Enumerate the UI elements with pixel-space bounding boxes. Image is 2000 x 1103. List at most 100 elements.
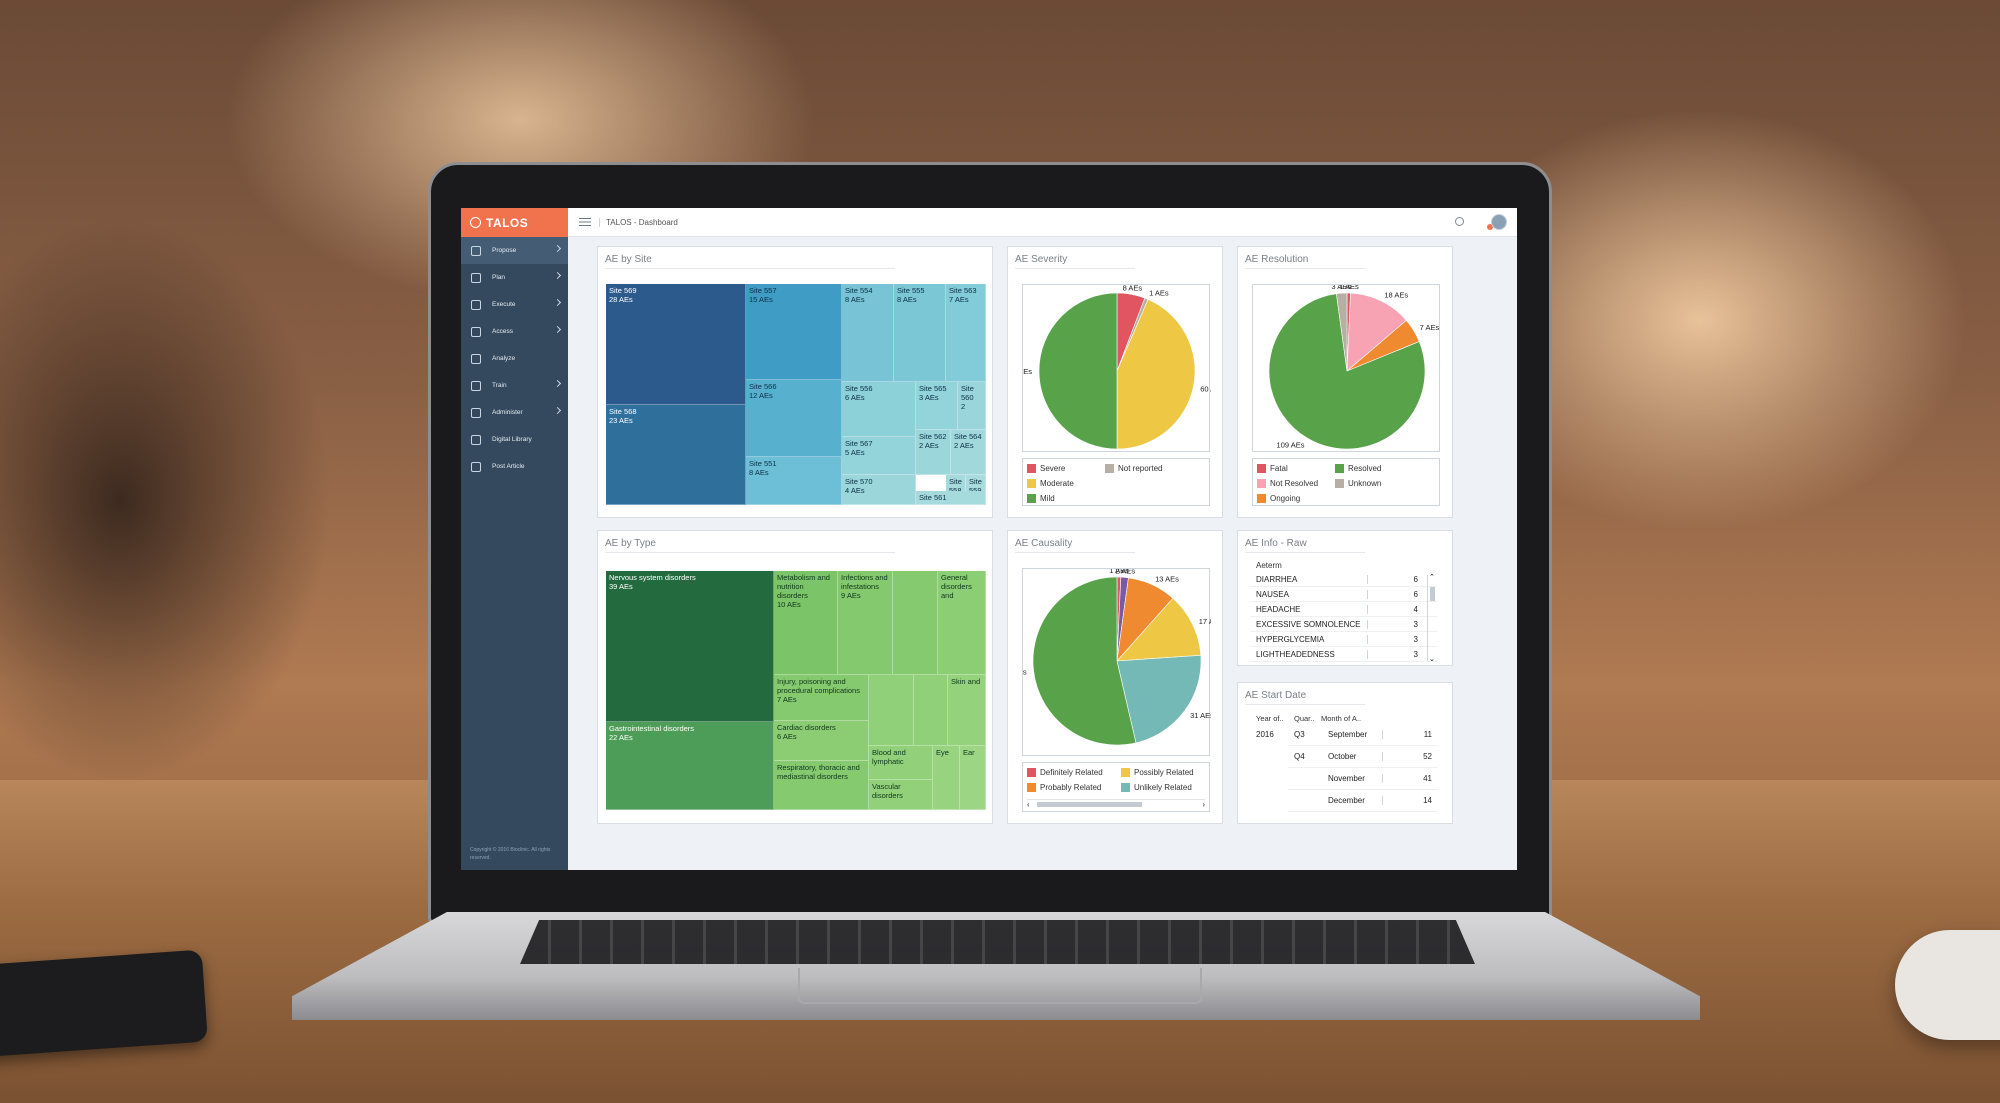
- sidebar-item-digital-library[interactable]: Digital Library: [461, 426, 568, 453]
- start-header-year: Year of..: [1256, 714, 1284, 723]
- scroll-left-icon[interactable]: ‹: [1027, 800, 1030, 809]
- treemap-cell[interactable]: Site 564 2 AEs: [951, 430, 986, 475]
- table-row[interactable]: LIGHTHEADEDNESS 3: [1250, 647, 1437, 662]
- treemap-cell[interactable]: Respiratory, thoracic and mediastinal di…: [774, 761, 869, 810]
- legend-item: Moderate: [1027, 479, 1074, 488]
- sidebar-item-execute[interactable]: Execute: [461, 291, 568, 318]
- treemap-cell[interactable]: Gastrointestinal disorders 22 AEs: [606, 722, 774, 810]
- pie-slice[interactable]: [1268, 293, 1426, 450]
- card-ae-by-type: AE by Type Nervous system disorders 39 AE…: [597, 530, 993, 824]
- user-avatar[interactable]: [1491, 214, 1507, 230]
- treemap-cell[interactable]: Site 568 23 AEs: [606, 405, 746, 505]
- treemap-cell[interactable]: Nervous system disorders 39 AEs: [606, 571, 774, 722]
- pie-slice[interactable]: [1032, 576, 1137, 746]
- treemap-cell[interactable]: Site 551 8 AEs: [746, 457, 842, 505]
- sidebar-item-label: Access: [492, 328, 513, 335]
- treemap-cell[interactable]: Site 560 2: [958, 382, 986, 430]
- treemap-value: 6 AEs: [777, 732, 797, 741]
- sidebar-item-plan[interactable]: Plan: [461, 264, 568, 291]
- legend-label: Ongoing: [1270, 494, 1301, 503]
- card-title: AE Start Date: [1245, 690, 1307, 701]
- pie-slice[interactable]: [1116, 299, 1196, 450]
- treemap-cell[interactable]: Blood and lymphatic: [869, 746, 933, 780]
- sidebar-item-access[interactable]: Access: [461, 318, 568, 345]
- treemap-cell[interactable]: Site 556 6 AEs: [842, 382, 916, 437]
- treemap-cell[interactable]: Cardiac disorders 6 AEs: [774, 721, 869, 761]
- sidebar: TALOS Propose Plan Execute Access Analyze Tra…: [461, 208, 568, 870]
- raw-scrollbar[interactable]: ⌃ ⌄: [1427, 574, 1436, 663]
- treemap-cell[interactable]: Site 567 5 AEs: [842, 437, 916, 475]
- legend-item: Fatal: [1257, 464, 1288, 473]
- treemap-cell[interactable]: Eye: [933, 746, 960, 810]
- pie-data-label: 1 AEs: [1109, 569, 1129, 575]
- legend-item: Definitely Related: [1027, 768, 1103, 777]
- divider: [1245, 552, 1365, 553]
- treemap-cell[interactable]: Site 569 28 AEs: [606, 284, 746, 405]
- scroll-thumb[interactable]: [1430, 587, 1435, 601]
- sidebar-item-propose[interactable]: Propose: [461, 237, 568, 264]
- flask-icon: [471, 353, 481, 364]
- table-row[interactable]: HYPERGLYCEMIA 3: [1250, 632, 1437, 647]
- treemap-cell[interactable]: Ear: [960, 746, 986, 810]
- table-row[interactable]: November 41: [1288, 768, 1438, 790]
- scroll-right-icon[interactable]: ›: [1202, 800, 1205, 809]
- treemap-cell[interactable]: Skin and: [948, 675, 986, 746]
- table-row[interactable]: HEADACHE 4: [1250, 602, 1437, 617]
- table-row[interactable]: December 14: [1288, 790, 1438, 812]
- pie-slice[interactable]: [1336, 292, 1348, 372]
- treemap-cell[interactable]: Site 561: [916, 491, 986, 505]
- treemap-cell[interactable]: Site 570 4 AEs: [842, 475, 916, 505]
- treemap-value: 8 AEs: [897, 295, 917, 304]
- treemap-cell[interactable]: Site 566 12 AEs: [746, 380, 842, 457]
- treemap-cell[interactable]: Site 565 3 AEs: [916, 382, 958, 430]
- treemap-label: Site 555: [897, 286, 925, 295]
- sidebar-item-analyze[interactable]: Analyze: [461, 345, 568, 372]
- treemap-cell[interactable]: [893, 571, 938, 675]
- treemap-value: 4 AEs: [845, 486, 865, 495]
- quarter-cell: Q4: [1294, 752, 1305, 761]
- scroll-down-icon[interactable]: ⌄: [1429, 656, 1435, 663]
- brand-name: TALOS: [486, 215, 529, 230]
- sidebar-item-post-article[interactable]: Post Article: [461, 453, 568, 480]
- treemap-label: Site 557: [749, 286, 777, 295]
- table-row[interactable]: NAUSEA 6: [1250, 587, 1437, 602]
- treemap-cell[interactable]: Vascular disorders: [869, 780, 933, 810]
- treemap-label: Site 568: [609, 407, 637, 416]
- treemap-cell[interactable]: Infections and infestations 9 AEs: [838, 571, 893, 675]
- treemap-cell[interactable]: [869, 675, 914, 746]
- legend-item: Ongoing: [1257, 494, 1300, 503]
- treemap-label: Site 554: [845, 286, 873, 295]
- table-row[interactable]: EXCESSIVE SOMNOLENCE 3: [1250, 617, 1437, 632]
- sidebar-item-train[interactable]: Train: [461, 372, 568, 399]
- treemap-cell[interactable]: Metabolism and nutrition disorders 10 AEs: [774, 571, 838, 675]
- treemap-value: 2 AEs: [954, 441, 974, 450]
- treemap-cell[interactable]: [914, 675, 948, 746]
- brand-logo[interactable]: TALOS: [461, 208, 568, 237]
- treemap-cell[interactable]: Injury, poisoning and procedural complic…: [774, 675, 869, 721]
- pie-slice[interactable]: [1346, 292, 1407, 372]
- pie-slice[interactable]: [1116, 597, 1202, 662]
- raw-header: Aeterm: [1256, 561, 1282, 570]
- count-cell: 3: [1367, 649, 1422, 659]
- legend-scrollbar[interactable]: ‹ ›: [1027, 799, 1205, 809]
- hamburger-menu-icon[interactable]: [579, 218, 591, 226]
- table-row[interactable]: Q4 October 52: [1288, 746, 1438, 768]
- treemap-cell[interactable]: Site 562 2 AEs: [916, 430, 951, 475]
- pie-slice[interactable]: [1038, 292, 1118, 450]
- legend-label: Probably Related: [1040, 783, 1102, 792]
- treemap-cell[interactable]: Site 555 8 AEs: [894, 284, 946, 382]
- table-row[interactable]: Q3 September 11: [1288, 724, 1438, 746]
- table-row[interactable]: DIARRHEA 6: [1250, 572, 1437, 587]
- pie-slice[interactable]: [1116, 654, 1202, 744]
- treemap-cell[interactable]: Site 563 7 AEs: [946, 284, 986, 382]
- search-icon[interactable]: [1455, 217, 1464, 226]
- scroll-up-icon[interactable]: ⌃: [1429, 574, 1435, 581]
- treemap-cell[interactable]: Site 557 15 AEs: [746, 284, 842, 380]
- pie-data-label: 3 AEs: [1331, 285, 1351, 291]
- scroll-thumb[interactable]: [1037, 802, 1142, 807]
- card-title: AE by Site: [605, 254, 652, 265]
- sidebar-item-administer[interactable]: Administer: [461, 399, 568, 426]
- treemap-cell[interactable]: Site 554 8 AEs: [842, 284, 894, 382]
- pie-data-label: 2 AEs: [1115, 569, 1135, 575]
- treemap-cell[interactable]: General disorders and: [938, 571, 986, 675]
